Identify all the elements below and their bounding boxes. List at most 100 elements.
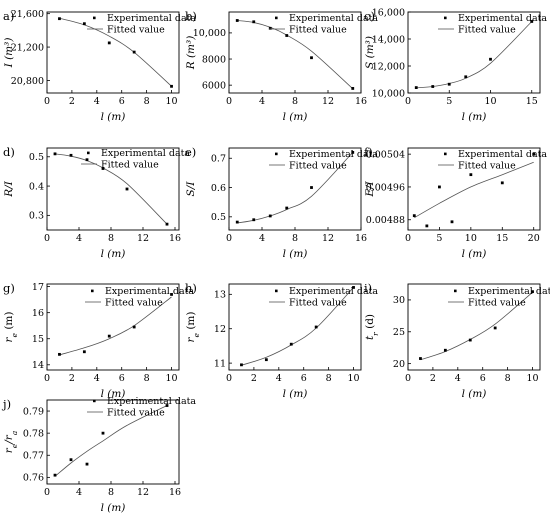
- y-tick-label: 20,800: [11, 76, 44, 87]
- x-axis-label: l (m): [283, 388, 308, 400]
- experimental-point: [450, 220, 454, 224]
- y-tick-label: 6000: [202, 80, 226, 91]
- experimental-point: [132, 50, 136, 54]
- x-tick-label: 0: [44, 373, 50, 384]
- x-tick-label: 8: [292, 96, 298, 107]
- experimental-point: [264, 358, 268, 362]
- y-axis-label: R/I: [3, 180, 15, 197]
- x-tick-label: 0: [226, 373, 232, 384]
- plot-frame: [46, 399, 180, 485]
- x-tick-label: 0: [44, 487, 50, 498]
- x-tick-label: 0: [405, 373, 411, 384]
- legend-label-experimental: Experimental data: [107, 13, 196, 24]
- x-tick-label: 10: [484, 96, 496, 107]
- experimental-point: [352, 286, 355, 289]
- chart-panel-8: 0 2 4 6 8 10 11 12 13 h) l (m) re (m) Experimental d…: [185, 281, 378, 400]
- x-tick-label: 16: [169, 487, 181, 498]
- legend-marker-experimental: [93, 399, 96, 403]
- y-tick-label: 21,600: [11, 9, 44, 20]
- experimental-point: [252, 218, 256, 222]
- plot-frame: [407, 283, 541, 371]
- x-tick-label: 12: [322, 96, 334, 107]
- experimental-point: [58, 352, 61, 356]
- experimental-point: [351, 87, 355, 90]
- x-tick-label: 10: [165, 96, 177, 107]
- panel-label: c): [364, 9, 375, 23]
- chart-panel-9: 0 2 4 6 8 10 20 25 30 i) l (m) tr (d) Experimental d…: [364, 281, 550, 400]
- legend-label-experimental: Experimental data: [289, 13, 378, 24]
- experimental-point: [235, 19, 239, 22]
- y-axis-label: re/ra: [3, 431, 19, 454]
- experimental-point: [101, 431, 105, 435]
- x-tick-label: 4: [94, 96, 100, 107]
- experimental-point: [268, 214, 272, 218]
- fitted-curve: [54, 405, 168, 477]
- experimental-point: [268, 26, 272, 30]
- x-tick-label: 4: [276, 373, 282, 384]
- experimental-point: [58, 17, 61, 21]
- y-axis-label: re (m): [185, 312, 201, 343]
- fitted-curve: [416, 21, 533, 89]
- experimental-point: [85, 158, 89, 162]
- legend-marker-experimental: [87, 151, 90, 155]
- x-tick-label: 2: [430, 373, 436, 384]
- fitted-curve: [54, 153, 168, 225]
- legend-marker-experimental: [444, 152, 447, 156]
- experimental-point: [82, 350, 86, 354]
- legend-label-experimental: Experimental data: [105, 286, 194, 297]
- experimental-point: [310, 186, 313, 189]
- x-tick-label: 0: [405, 96, 411, 107]
- y-tick-label: 0.00496: [366, 182, 405, 193]
- x-tick-label: 0: [405, 233, 411, 244]
- experimental-point: [53, 473, 57, 477]
- y-axis-label: E/I: [364, 180, 376, 197]
- x-tick-label: 8: [144, 96, 150, 107]
- x-tick-label: 4: [76, 487, 82, 498]
- legend-label-experimental: Experimental data: [458, 149, 547, 160]
- fitted-curve: [59, 296, 172, 356]
- panel-label: h): [185, 281, 197, 295]
- legend-label-experimental: Experimental data: [458, 13, 547, 24]
- y-axis-label: tr (d): [364, 314, 380, 340]
- legend-label-fitted: Fitted value: [468, 298, 526, 309]
- experimental-point: [443, 348, 447, 352]
- x-axis-label: l (m): [462, 248, 487, 260]
- experimental-point: [414, 86, 418, 89]
- panel-label: j): [1, 397, 11, 411]
- y-tick-label: 17: [32, 282, 44, 293]
- x-axis-label: l (m): [101, 388, 126, 400]
- y-axis-label: R (m³): [185, 36, 197, 71]
- x-tick-label: 10: [465, 233, 477, 244]
- x-tick-label: 8: [292, 233, 298, 244]
- chart-panel-4: 0 4 8 12 16 0.3 0.4 0.5 d) l (m) R/I Experimental d…: [3, 145, 190, 260]
- y-tick-label: 11: [214, 358, 226, 369]
- legend-label-fitted: Fitted value: [289, 25, 347, 36]
- experimental-point: [530, 20, 534, 23]
- experimental-point: [431, 85, 435, 88]
- legend-label-experimental: Experimental data: [289, 286, 378, 297]
- plot-frame: [407, 11, 541, 94]
- experimental-point: [464, 75, 468, 79]
- x-axis-label: l (m): [101, 248, 126, 260]
- y-tick-label: 0.79: [23, 406, 44, 417]
- legend-label-experimental: Experimental data: [289, 149, 378, 160]
- experimental-point: [165, 222, 169, 226]
- x-axis-label: l (m): [101, 502, 126, 514]
- y-tick-label: 25: [393, 327, 405, 338]
- plot-frame: [46, 283, 180, 371]
- x-tick-label: 4: [259, 233, 265, 244]
- x-axis-label: l (m): [283, 248, 308, 260]
- chart-panel-10: 0 4 8 12 16 0.76 0.77 0.78 0.79 j) l (m) re/ra Exper…: [1, 396, 196, 514]
- legend-label-experimental: Experimental data: [468, 286, 550, 297]
- panel-label: b): [185, 9, 197, 23]
- plot-frame: [46, 147, 180, 231]
- y-tick-label: 0.3: [29, 211, 44, 222]
- x-tick-label: 12: [322, 233, 334, 244]
- y-axis-label: I (m³): [3, 38, 15, 69]
- y-tick-label: 14: [32, 360, 44, 371]
- y-tick-label: 10,000: [372, 88, 405, 99]
- x-tick-label: 2: [69, 96, 75, 107]
- y-tick-label: 30: [393, 295, 405, 306]
- x-tick-label: 8: [108, 487, 114, 498]
